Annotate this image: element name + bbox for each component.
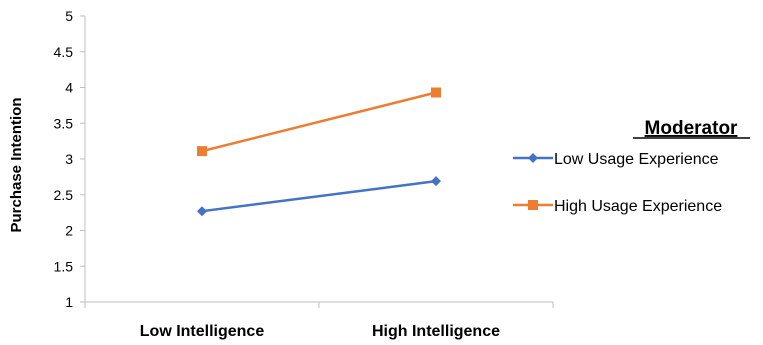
y-tick-label: 1 [65, 294, 73, 310]
series-layer [197, 87, 441, 217]
y-tick-label: 3 [65, 151, 73, 167]
y-axis-ticks: 1 1.5 2 2.5 3 3.5 4 4.5 5 [54, 8, 85, 310]
legend-title: Moderator [645, 118, 739, 139]
y-tick-label: 4.5 [54, 44, 74, 60]
y-tick-label: 4 [65, 80, 73, 96]
series-line [201, 179, 437, 213]
legend-item: Low Usage Experience [513, 151, 719, 168]
y-tick-label: 5 [65, 8, 73, 24]
x-category-label: Low Intelligence [140, 323, 265, 340]
series-line [201, 91, 437, 153]
x-axis-categories: Low Intelligence High Intelligence [140, 323, 500, 340]
x-category-label: High Intelligence [372, 323, 500, 340]
axes [84, 16, 554, 308]
data-point [431, 176, 441, 187]
y-tick-label: 2.5 [54, 187, 74, 203]
legend-item: High Usage Experience [513, 198, 722, 215]
y-tick-label: 1.5 [54, 258, 74, 274]
legend-label: Low Usage Experience [554, 151, 719, 168]
data-point [431, 87, 441, 98]
data-point [197, 206, 207, 217]
y-tick-label: 2 [65, 223, 73, 239]
legend-swatch-marker [528, 153, 538, 163]
y-axis-title: Purchase Intention [8, 97, 25, 232]
legend: Moderator Low Usage Experience High Usage… [513, 118, 750, 215]
series-1 [197, 176, 441, 217]
series-2 [197, 87, 441, 157]
legend-swatch-marker [528, 200, 538, 210]
data-point [197, 146, 207, 157]
y-tick-label: 3.5 [54, 115, 74, 131]
legend-label: High Usage Experience [554, 198, 722, 215]
